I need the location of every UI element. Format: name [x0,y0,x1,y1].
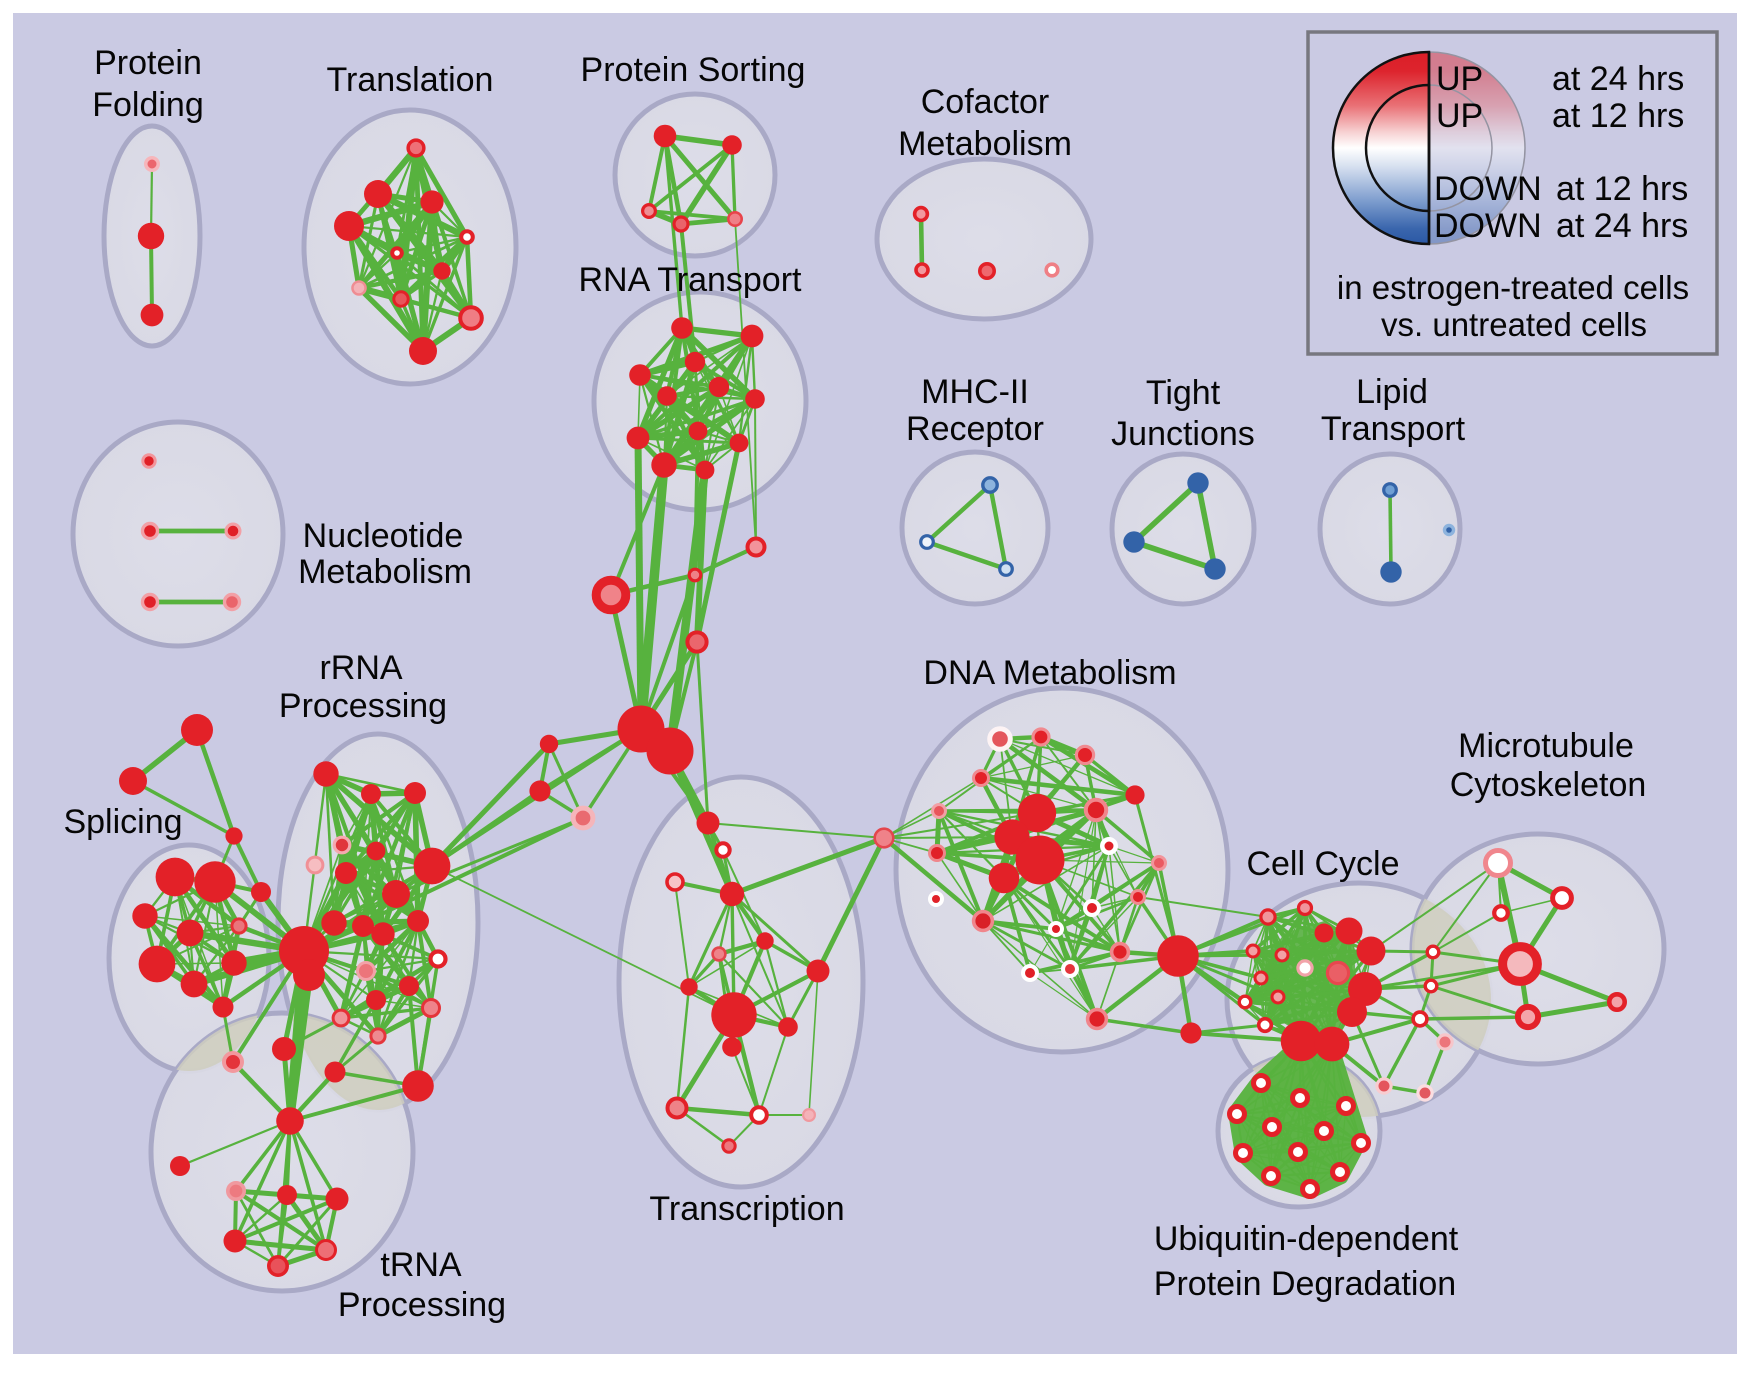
svg-text:Cofactor: Cofactor [921,83,1050,121]
svg-text:Cell Cycle: Cell Cycle [1246,845,1399,883]
svg-text:Tight: Tight [1146,374,1221,412]
svg-text:Metabolism: Metabolism [298,553,472,591]
svg-text:Lipid: Lipid [1356,373,1428,411]
svg-text:Transcription: Transcription [649,1190,844,1228]
svg-text:Processing: Processing [338,1286,506,1324]
svg-text:Transport: Transport [1321,410,1466,448]
svg-text:Protein: Protein [94,44,202,82]
svg-text:at 12 hrs: at 12 hrs [1552,97,1684,135]
svg-text:DNA Metabolism: DNA Metabolism [923,654,1176,692]
svg-text:Junctions: Junctions [1111,415,1255,453]
svg-text:Protein Degradation: Protein Degradation [1154,1265,1456,1303]
svg-text:at 12 hrs: at 12 hrs [1556,170,1688,208]
svg-text:in estrogen-treated cells: in estrogen-treated cells [1337,269,1689,306]
svg-text:Translation: Translation [327,61,494,99]
svg-text:rRNA: rRNA [319,649,402,687]
svg-text:Processing: Processing [279,687,447,725]
svg-text:Cytoskeleton: Cytoskeleton [1450,766,1647,804]
svg-text:Protein Sorting: Protein Sorting [581,51,806,89]
svg-text:RNA Transport: RNA Transport [579,261,803,299]
svg-text:vs. untreated cells: vs. untreated cells [1381,306,1647,343]
svg-text:Metabolism: Metabolism [898,125,1072,163]
svg-text:Folding: Folding [92,86,204,124]
svg-text:Splicing: Splicing [63,803,182,841]
svg-text:at 24 hrs: at 24 hrs [1556,207,1688,245]
svg-text:Ubiquitin-dependent: Ubiquitin-dependent [1154,1220,1459,1258]
svg-text:at 24 hrs: at 24 hrs [1552,60,1684,98]
svg-text:Receptor: Receptor [906,410,1044,448]
svg-text:DOWN: DOWN [1434,207,1542,245]
svg-text:UP: UP [1436,60,1483,98]
svg-text:MHC-II: MHC-II [921,373,1029,411]
svg-text:Microtubule: Microtubule [1458,727,1634,765]
svg-text:tRNA: tRNA [380,1246,462,1284]
svg-text:DOWN: DOWN [1434,170,1542,208]
svg-text:UP: UP [1436,97,1483,135]
svg-text:Nucleotide: Nucleotide [303,517,464,555]
